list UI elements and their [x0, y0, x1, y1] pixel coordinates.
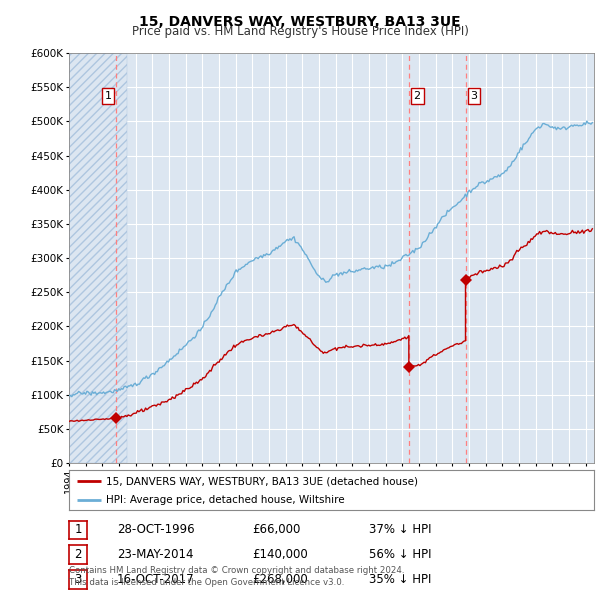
Text: 56% ↓ HPI: 56% ↓ HPI: [369, 548, 431, 561]
Text: £140,000: £140,000: [252, 548, 308, 561]
Text: 28-OCT-1996: 28-OCT-1996: [117, 523, 194, 536]
Text: 3: 3: [74, 573, 82, 586]
Text: 2: 2: [413, 91, 421, 101]
Text: 3: 3: [470, 91, 478, 101]
Text: £66,000: £66,000: [252, 523, 301, 536]
Text: Contains HM Land Registry data © Crown copyright and database right 2024.
This d: Contains HM Land Registry data © Crown c…: [69, 566, 404, 587]
Text: 23-MAY-2014: 23-MAY-2014: [117, 548, 193, 561]
Bar: [69, 53, 127, 463]
Text: 15, DANVERS WAY, WESTBURY, BA13 3UE: 15, DANVERS WAY, WESTBURY, BA13 3UE: [139, 15, 461, 29]
Text: Price paid vs. HM Land Registry's House Price Index (HPI): Price paid vs. HM Land Registry's House …: [131, 25, 469, 38]
Text: HPI: Average price, detached house, Wiltshire: HPI: Average price, detached house, Wilt…: [106, 496, 344, 505]
Text: 1: 1: [74, 523, 82, 536]
Text: 2: 2: [74, 548, 82, 561]
Text: 1: 1: [104, 91, 112, 101]
Text: 35% ↓ HPI: 35% ↓ HPI: [369, 573, 431, 586]
Text: 16-OCT-2017: 16-OCT-2017: [117, 573, 194, 586]
Text: 15, DANVERS WAY, WESTBURY, BA13 3UE (detached house): 15, DANVERS WAY, WESTBURY, BA13 3UE (det…: [106, 477, 418, 487]
Text: 37% ↓ HPI: 37% ↓ HPI: [369, 523, 431, 536]
Text: £268,000: £268,000: [252, 573, 308, 586]
